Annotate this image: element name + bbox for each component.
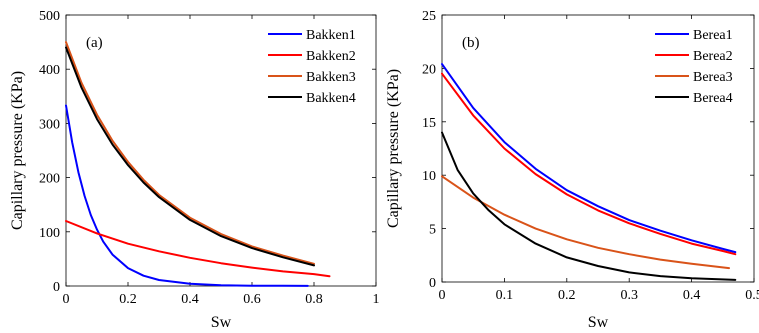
x-axis-label: Sw	[211, 314, 232, 331]
legend: Berea1 Berea2 Berea3 Berea4	[653, 24, 749, 112]
y-tick-label: 10	[422, 169, 436, 184]
legend-label-bakken4: Bakken4	[306, 91, 356, 106]
y-tick-label: 500	[39, 9, 60, 24]
legend-label-bakken2: Bakken2	[306, 49, 356, 64]
y-tick-label: 15	[422, 116, 436, 131]
x-tick-label: 0.4	[683, 288, 701, 303]
y-tick-label: 100	[39, 226, 60, 241]
y-axis-label: Capillary pressure (KPa)	[385, 69, 402, 228]
series-line-berea2	[441, 72, 737, 256]
y-tick-label: 25	[422, 9, 436, 24]
panel-tag: (a)	[86, 35, 103, 51]
series-line-berea3	[441, 175, 730, 270]
x-axis-label: Sw	[588, 314, 609, 331]
x-tick-label: 0	[63, 292, 70, 307]
series-line-bakken3	[65, 41, 315, 265]
x-tick-label: 0.8	[305, 292, 323, 307]
chart-panel-b: 0 0.1 0.2 0.3 0.4 0.5 0 5 10 15 20 25 Sw Capillary pr…	[385, 9, 759, 331]
legend-label-bakken3: Bakken3	[306, 70, 356, 85]
y-tick-label: 5	[429, 223, 436, 238]
y-tick-label: 300	[39, 117, 60, 132]
y-tick-label: 20	[422, 62, 436, 77]
series-line-bakken4	[65, 46, 315, 267]
x-tick-label: 0.1	[496, 288, 514, 303]
legend-label-bakken1: Bakken1	[306, 28, 356, 43]
plot-frame	[441, 14, 755, 283]
chart-panel-a: 0 0.2 0.4 0.6 0.8 1 0 100 200 300 400 500 Sw Capillar…	[9, 9, 380, 331]
y-axis-label: Capillary pressure (KPa)	[9, 71, 26, 230]
x-tick-label: 1	[373, 292, 380, 307]
series-line-berea4	[441, 131, 737, 281]
y-tick-label: 200	[39, 172, 60, 187]
x-tick-label: 0.3	[620, 288, 638, 303]
legend-label-berea4: Berea4	[693, 91, 733, 106]
series-line-bakken2	[65, 220, 331, 278]
x-tick-label: 0.2	[119, 292, 137, 307]
legend-label-berea2: Berea2	[693, 49, 733, 64]
legend-label-berea1: Berea1	[693, 28, 733, 43]
y-tick-label: 0	[53, 280, 60, 295]
legend: Bakken1 Bakken2 Bakken3 Bakken4	[266, 24, 368, 112]
legend-label-berea3: Berea3	[693, 70, 733, 85]
panel-tag: (b)	[462, 35, 480, 51]
x-tick-label: 0.5	[745, 288, 759, 303]
series-line-berea1	[441, 63, 737, 254]
x-tick-label: 0	[439, 288, 446, 303]
x-tick-label: 0.4	[181, 292, 199, 307]
y-tick-label: 400	[39, 63, 60, 78]
series-line-bakken1	[65, 104, 309, 287]
x-tick-label: 0.6	[243, 292, 261, 307]
x-tick-label: 0.2	[558, 288, 576, 303]
y-tick-label: 0	[429, 276, 436, 291]
